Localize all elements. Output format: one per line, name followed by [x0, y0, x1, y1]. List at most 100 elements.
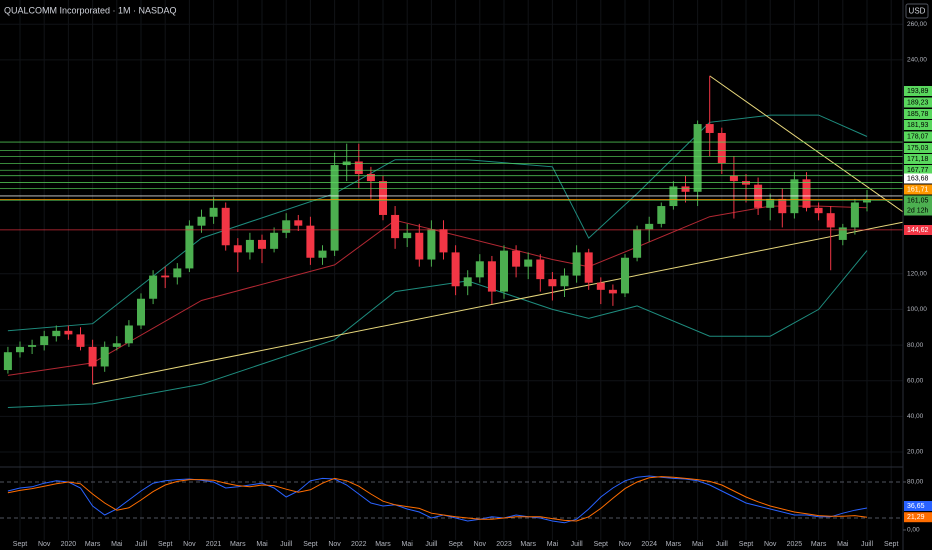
candle-body: [233, 245, 242, 253]
x-tick-label: 2025: [787, 541, 803, 548]
candle-body: [76, 334, 85, 347]
price-tag: [904, 86, 932, 96]
candle-body: [209, 207, 218, 217]
candle-body: [681, 186, 690, 192]
candle-body: [318, 250, 327, 258]
price-tag: [904, 97, 932, 108]
price-tag: [904, 173, 932, 184]
x-tick-label: Mai: [547, 541, 559, 548]
bollinger-lower: [7, 250, 868, 408]
price-tag-label: 185,78: [907, 111, 929, 118]
candle-body: [149, 275, 158, 299]
stoch-tag-label: 21,29: [907, 514, 925, 521]
candle-body: [802, 179, 811, 208]
candle-body: [306, 225, 315, 258]
x-tick-label: Mai: [111, 541, 123, 548]
price-tag: [904, 184, 932, 195]
price-tag-label: 161,05: [907, 197, 929, 204]
candle-body: [28, 345, 37, 347]
price-tag-countdown: 2d 12h: [907, 207, 929, 214]
x-tick-label: Mars: [811, 541, 827, 548]
price-tag: [904, 143, 932, 153]
stochastic-pane: [0, 475, 906, 531]
candle-body: [451, 252, 460, 287]
candle-body: [463, 277, 472, 287]
candle-body: [185, 225, 194, 269]
x-tick-label: Sept: [303, 541, 317, 548]
price-tag-label: 163,68: [907, 175, 929, 182]
x-tick-label: Sept: [158, 541, 172, 548]
bollinger-upper: [7, 114, 868, 332]
currency-label[interactable]: USD: [909, 7, 926, 16]
x-tick-label: Juill: [571, 541, 584, 548]
candle-body: [596, 282, 605, 290]
x-tick-label: Juill: [861, 541, 874, 548]
candle-body: [137, 298, 145, 326]
stoch-tick-label: 0,00: [907, 527, 920, 534]
candle-body: [88, 346, 97, 367]
trendline: [92, 221, 904, 385]
x-tick-label: Mai: [837, 541, 849, 548]
candle-body: [500, 250, 508, 292]
candle-body: [729, 175, 738, 182]
x-tick-label: Mai: [402, 541, 414, 548]
x-tick-label: Juill: [280, 541, 293, 548]
candle-body: [258, 239, 266, 249]
candle-body: [124, 325, 133, 344]
chart-title: QUALCOMM Incorporated · 1M · NASDAQ: [4, 5, 177, 15]
candle-body: [548, 279, 557, 287]
y-tick-label: 60,00: [907, 377, 924, 384]
price-tag-label: 178,07: [907, 133, 929, 140]
price-tag-label: 167,77: [907, 167, 929, 174]
y-tick-label: 100,00: [907, 306, 927, 313]
price-tag: [904, 225, 932, 235]
y-tick-label: 260,00: [907, 21, 927, 28]
x-tick-label: 2023: [496, 541, 512, 548]
candle-body: [584, 252, 593, 283]
candle-body: [826, 213, 835, 228]
price-tag-label: 171,18: [907, 156, 929, 163]
stoch-line: [7, 475, 868, 524]
x-tick-label: Mai: [692, 541, 704, 548]
y-tick-label: 20,00: [907, 449, 924, 456]
candle-body: [366, 173, 375, 182]
candle-body: [645, 223, 654, 230]
y-tick-label: 240,00: [907, 57, 927, 64]
x-tick-label: Nov: [474, 541, 487, 548]
candle-body: [197, 216, 206, 226]
y-tick-label: 120,00: [907, 271, 927, 278]
candle-body: [524, 259, 533, 267]
stoch-tag-label: 36,65: [907, 503, 925, 510]
x-tick-label: Mars: [85, 541, 101, 548]
x-tick-label: Mars: [375, 541, 391, 548]
price-tag: [904, 120, 932, 130]
x-tick-label: 2020: [61, 541, 77, 548]
price-tag-label: 161,71: [907, 186, 929, 193]
candle-body: [282, 220, 291, 233]
trendline: [709, 75, 904, 213]
candle-body: [560, 275, 569, 287]
candle-body: [487, 261, 496, 292]
stoch-tick-label: 80,00: [907, 479, 924, 486]
candle-body: [40, 336, 49, 346]
candle-body: [439, 229, 448, 253]
candle-body: [100, 346, 109, 367]
x-tick-label: 2024: [641, 541, 657, 548]
candle-body: [354, 161, 363, 174]
price-tag: [904, 109, 932, 119]
stoch-tag: [904, 501, 932, 511]
candle-body: [536, 259, 545, 280]
candle-body: [608, 289, 617, 294]
price-tag: [904, 195, 932, 216]
x-tick-label: Sept: [594, 541, 608, 548]
candle-body: [717, 132, 726, 164]
price-tag: [904, 165, 932, 175]
candle-body: [330, 165, 339, 251]
candle-body: [621, 257, 629, 294]
x-tick-label: Juill: [716, 541, 729, 548]
candle-body: [850, 202, 859, 228]
candle-body: [64, 330, 73, 335]
price-tag: [904, 154, 932, 164]
currency-button[interactable]: [905, 3, 929, 19]
